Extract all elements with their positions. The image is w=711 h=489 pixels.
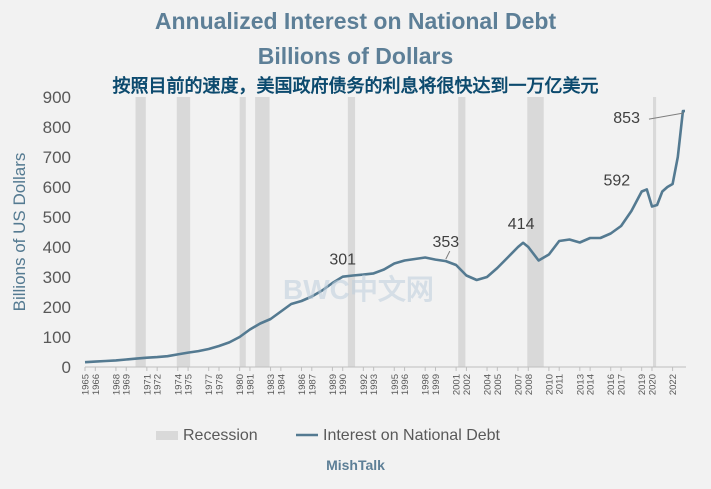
annotation-label-853: 853 xyxy=(613,110,640,127)
y-tick-label-600: 600 xyxy=(43,178,71,197)
y-tick-labels: 0 100 200 300 400 500 600 700 800 900 xyxy=(43,88,71,377)
x-tick-label-1993: 1993 xyxy=(369,374,380,395)
recession-band-6 xyxy=(527,97,544,367)
y-tick-label-700: 700 xyxy=(43,148,71,167)
y-tick-label-500: 500 xyxy=(43,208,71,227)
x-tick-label-2004: 2004 xyxy=(483,374,494,395)
x-tick-label-2013: 2013 xyxy=(575,374,586,395)
x-tick-label-1984: 1984 xyxy=(276,374,287,395)
recession-band-1 xyxy=(176,97,191,367)
recession-band-7 xyxy=(653,97,657,367)
x-tick-label-1987: 1987 xyxy=(307,374,318,395)
annotation-leader-853 xyxy=(648,112,684,120)
recession-band-0 xyxy=(135,97,146,367)
watermark: BWC中文网 xyxy=(283,274,434,305)
legend-recession-swatch xyxy=(156,431,178,440)
x-tick-label-2020: 2020 xyxy=(647,374,658,395)
annotation-label-592: 592 xyxy=(603,172,630,189)
x-tick-label-1980: 1980 xyxy=(235,374,246,395)
x-tick-label-1983: 1983 xyxy=(266,374,277,395)
x-tick-label-1986: 1986 xyxy=(297,374,308,395)
x-tick-label-1995: 1995 xyxy=(390,374,401,395)
x-tick-labels: 1965 1966 1968 1969 1971 1972 1974 1975 1977 1978… xyxy=(81,367,679,395)
legend-recession-label: Recession xyxy=(183,427,258,444)
y-tick-label-900: 900 xyxy=(43,88,71,107)
y-tick-label-400: 400 xyxy=(43,238,71,257)
legend: Recession Interest on National Debt xyxy=(156,427,501,444)
x-tick-label-1996: 1996 xyxy=(400,374,411,395)
x-tick-label-2011: 2011 xyxy=(555,374,566,394)
x-tick-label-1981: 1981 xyxy=(245,374,256,395)
series-layer xyxy=(84,109,685,364)
x-tick-label-2016: 2016 xyxy=(606,374,617,395)
chart-title: Annualized Interest on National Debt xyxy=(154,8,557,34)
recession-band-2 xyxy=(239,97,246,367)
x-tick-label-1969: 1969 xyxy=(122,374,133,395)
x-tick-label-2005: 2005 xyxy=(493,374,504,395)
annotations: 301 353 414 592 853 xyxy=(329,110,684,269)
x-tick-label-1999: 1999 xyxy=(431,374,442,395)
x-tick-label-2019: 2019 xyxy=(637,374,648,395)
x-tick-label-1998: 1998 xyxy=(421,374,432,395)
x-tick-label-2002: 2002 xyxy=(462,374,473,395)
x-tick-label-1965: 1965 xyxy=(81,374,92,395)
chinese-subtitle: 按照目前的速度，美国政府债务的利息将很快达到一万亿美元 xyxy=(112,76,599,97)
x-tick-label-1968: 1968 xyxy=(111,374,122,395)
y-tick-label-0: 0 xyxy=(62,358,71,377)
x-tick-label-1971: 1971 xyxy=(142,374,153,395)
x-tick-label-1978: 1978 xyxy=(215,374,226,395)
x-tick-label-1989: 1989 xyxy=(328,374,339,395)
annotation-label-301: 301 xyxy=(329,252,356,269)
x-tick-label-1966: 1966 xyxy=(91,374,102,395)
y-tick-label-200: 200 xyxy=(43,298,71,317)
x-tick-label-2008: 2008 xyxy=(524,374,535,395)
x-tick-label-2017: 2017 xyxy=(617,374,628,395)
series-line-0 xyxy=(84,109,685,364)
axes: Billions of US Dollars xyxy=(10,153,686,368)
annotation-label-353: 353 xyxy=(432,234,459,251)
x-tick-label-1975: 1975 xyxy=(184,374,195,395)
x-tick-label-1990: 1990 xyxy=(338,374,349,395)
recession-bands xyxy=(135,97,657,367)
x-tick-label-1977: 1977 xyxy=(204,374,215,395)
y-tick-label-800: 800 xyxy=(43,118,71,137)
x-tick-label-2022: 2022 xyxy=(668,374,679,395)
x-tick-label-1972: 1972 xyxy=(153,374,164,395)
x-tick-label-1992: 1992 xyxy=(359,374,370,395)
chart-subtitle: Billions of Dollars xyxy=(257,43,454,69)
x-tick-label-2001: 2001 xyxy=(452,374,463,395)
y-tick-label-300: 300 xyxy=(43,268,71,287)
x-tick-label-2010: 2010 xyxy=(544,374,555,395)
x-tick-label-1974: 1974 xyxy=(173,374,184,395)
x-tick-label-2014: 2014 xyxy=(586,374,597,395)
y-axis-label: Billions of US Dollars xyxy=(10,153,29,312)
x-tick-label-2007: 2007 xyxy=(513,374,524,395)
recession-band-5 xyxy=(458,97,466,367)
legend-line-label: Interest on National Debt xyxy=(323,427,501,444)
y-tick-label-100: 100 xyxy=(43,328,71,347)
source-label: MishTalk xyxy=(326,457,385,473)
annotation-leader-353 xyxy=(445,250,451,260)
annotation-label-414: 414 xyxy=(508,216,535,233)
recession-band-4 xyxy=(347,97,356,367)
recession-band-3 xyxy=(255,97,270,367)
